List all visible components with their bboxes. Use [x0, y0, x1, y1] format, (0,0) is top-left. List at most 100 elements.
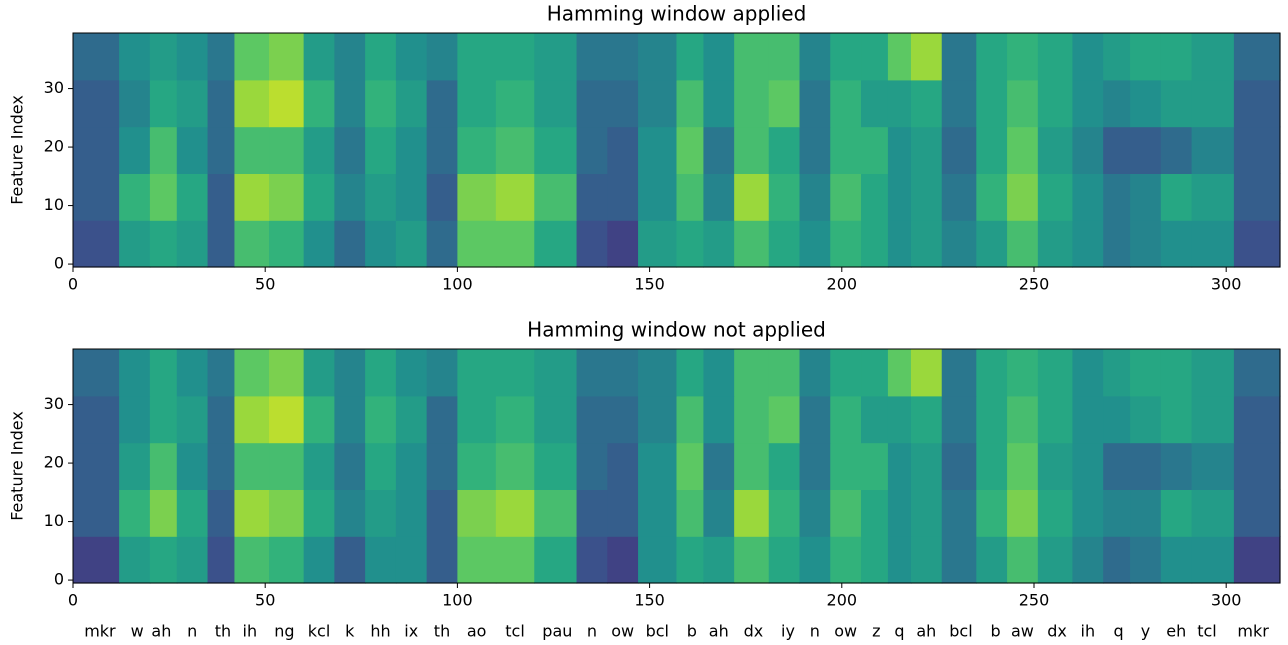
heatmap-cell	[303, 442, 335, 490]
heatmap-cell	[73, 79, 120, 128]
heatmap-cell	[861, 489, 889, 537]
heatmap-cell	[1103, 442, 1131, 490]
heatmap-cell	[495, 536, 535, 584]
heatmap-cell	[426, 442, 458, 490]
heatmap-cell	[941, 126, 977, 174]
heatmap-cell	[176, 126, 209, 174]
heatmap-cell	[176, 489, 209, 537]
heatmap-cell	[365, 126, 397, 174]
heatmap-cell	[607, 173, 639, 221]
phoneme-label: tcl	[1197, 622, 1217, 641]
heatmap-cell	[734, 220, 770, 268]
heatmap-cell	[426, 79, 458, 128]
heatmap-cell	[1233, 489, 1281, 537]
heatmap-cell	[269, 489, 305, 537]
heatmap-cell	[976, 126, 1008, 174]
heatmap-cell	[703, 536, 735, 584]
heatmap-cell	[73, 489, 120, 537]
heatmap-cell	[207, 395, 236, 444]
heatmap-cell	[887, 220, 912, 268]
heatmap-cell	[269, 220, 305, 268]
heatmap-cell	[149, 536, 178, 584]
heatmap-cell	[799, 173, 831, 221]
heatmap-cell	[799, 349, 831, 397]
heatmap-cell	[638, 220, 678, 268]
heatmap-cell	[1037, 33, 1074, 81]
phoneme-label: y	[1141, 622, 1150, 641]
heatmap-cell	[941, 33, 977, 81]
heatmap-cell	[676, 536, 705, 584]
heatmap-cell	[1037, 79, 1074, 128]
heatmap-cell	[734, 489, 770, 537]
heatmap-cell	[365, 220, 397, 268]
heatmap-cell	[1037, 349, 1074, 397]
heatmap-cell	[1037, 442, 1074, 490]
heatmap-cell	[830, 220, 862, 268]
heatmap-cell	[1130, 126, 1162, 174]
heatmap-cell	[1191, 126, 1235, 174]
heatmap-cell	[395, 33, 428, 81]
heatmap-panel: Hamming window not applied Feature Index 0…	[8, 318, 1281, 641]
heatmap-cell	[576, 395, 608, 444]
heatmap-cell	[119, 536, 151, 584]
heatmap-cell	[207, 33, 236, 81]
heatmap-cell	[534, 126, 578, 174]
y-tick-label: 10	[44, 195, 64, 214]
heatmap-cell	[234, 220, 270, 268]
heatmap-cell	[638, 349, 678, 397]
x-tick-label: 50	[255, 275, 275, 294]
heatmap-cell	[269, 126, 305, 174]
heatmap-cell	[149, 349, 178, 397]
plot-frame	[72, 32, 1281, 268]
heatmap-cell	[676, 442, 705, 490]
heatmap-cell	[676, 349, 705, 397]
heatmap-cell	[830, 536, 862, 584]
heatmap-cell	[799, 220, 831, 268]
heatmap-cell	[1130, 220, 1162, 268]
phoneme-label: b	[687, 622, 697, 641]
heatmap-cell	[1233, 79, 1281, 128]
phoneme-label: dx	[1047, 622, 1067, 641]
heatmap-cell	[365, 173, 397, 221]
heatmap-cell	[495, 349, 535, 397]
heatmap-cell	[176, 173, 209, 221]
heatmap-cell	[119, 173, 151, 221]
heatmap-cell	[303, 536, 335, 584]
heatmap-cell	[1072, 489, 1104, 537]
heatmap-cell	[1191, 33, 1235, 81]
heatmap-cell	[365, 79, 397, 128]
phoneme-label: w	[131, 622, 144, 641]
heatmap-cell	[426, 349, 458, 397]
heatmap-cell	[1191, 79, 1235, 128]
phoneme-label: tcl	[505, 622, 525, 641]
heatmap-cell	[303, 173, 335, 221]
heatmap-cell	[1191, 395, 1235, 444]
x-tick-label: 100	[442, 591, 473, 610]
heatmap-cell	[830, 489, 862, 537]
heatmap-cell	[768, 79, 801, 128]
heatmap-cell	[495, 220, 535, 268]
heatmap-cell	[607, 220, 639, 268]
heatmap-cell	[365, 33, 397, 81]
heatmap-cell	[1160, 536, 1193, 584]
chart-title: Hamming window applied	[547, 2, 807, 26]
heatmap-cell	[269, 442, 305, 490]
heatmap-cell	[703, 126, 735, 174]
heatmap-cell	[861, 349, 889, 397]
heatmap-cell	[703, 79, 735, 128]
heatmap-cell	[457, 33, 497, 81]
phoneme-label: ih	[1081, 622, 1096, 641]
heatmap-cell	[887, 536, 912, 584]
heatmap-cell	[703, 349, 735, 397]
heatmap-cell	[607, 349, 639, 397]
heatmap-cell	[768, 33, 801, 81]
heatmap-cell	[887, 349, 912, 397]
heatmap-cell	[303, 489, 335, 537]
phoneme-label: ah	[151, 622, 171, 641]
heatmap-cell	[576, 33, 608, 81]
heatmap-cell	[149, 33, 178, 81]
heatmap-cell	[1191, 349, 1235, 397]
heatmap-cell	[395, 395, 428, 444]
heatmap-cell	[734, 349, 770, 397]
heatmap-cell	[426, 33, 458, 81]
